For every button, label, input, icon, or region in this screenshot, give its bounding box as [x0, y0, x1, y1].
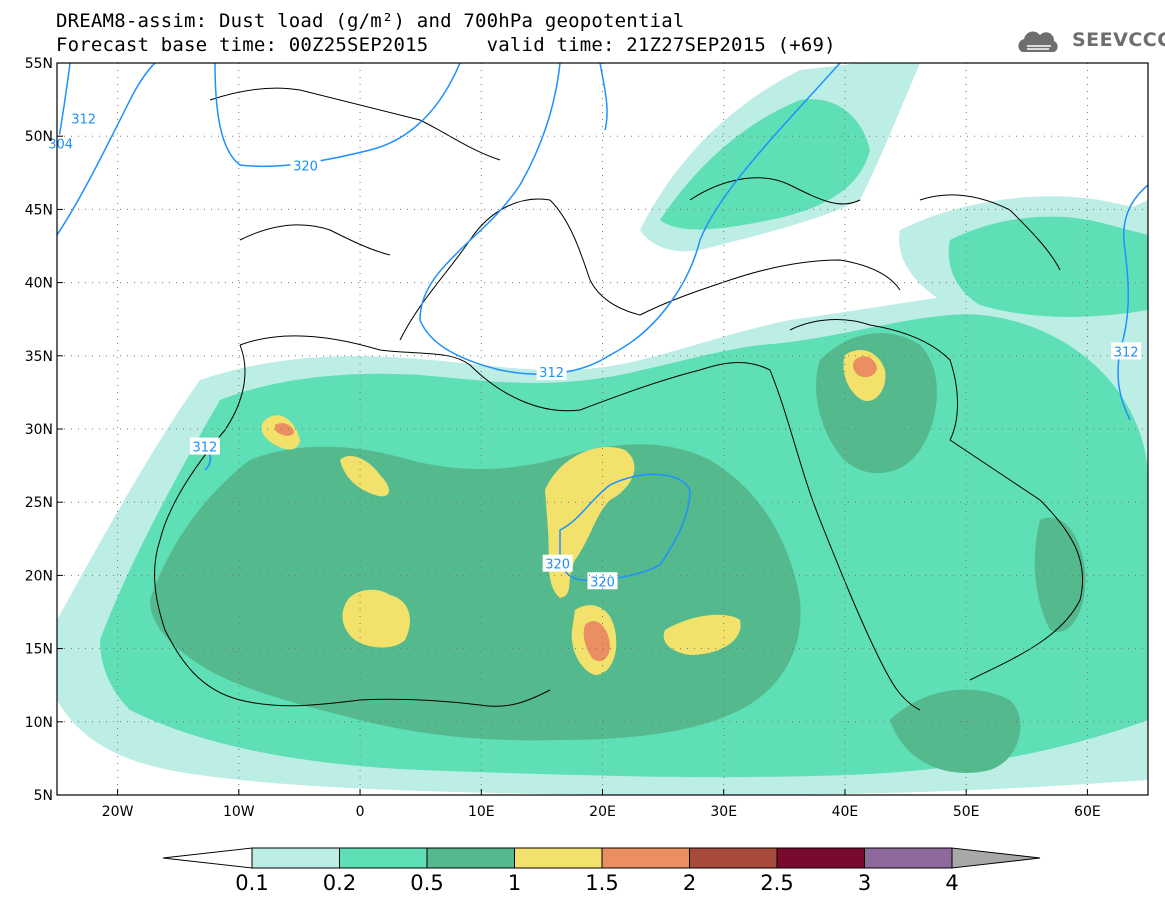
gridlines	[57, 62, 1148, 796]
colorbar-swatch	[339, 847, 428, 869]
contour-label: 312	[71, 113, 96, 128]
contour-label: 304	[48, 138, 73, 153]
lon-tick-label: 60E	[1074, 804, 1101, 820]
colorbar-over-arrow	[951, 847, 1041, 869]
lat-tick-label: 55N	[25, 56, 53, 72]
lon-tick-label: 50E	[953, 804, 980, 820]
colorbar-swatch	[251, 847, 340, 869]
contour-label-bg	[189, 437, 220, 455]
colorbar-swatch	[776, 847, 865, 869]
colorbar-label: 2	[682, 871, 697, 895]
contour-label: 320	[293, 159, 318, 174]
axis-ticks: 20W 10W 0 10E 20E 30E 40E 50E 60E 55N 50N 45N 40N 35N…	[25, 56, 1101, 820]
lon-tick-label: 30E	[710, 804, 737, 820]
contour-label-bg	[542, 554, 573, 572]
contour-label-bg	[587, 572, 618, 590]
colorbar-swatch	[689, 847, 778, 869]
contour-label-bg	[45, 134, 76, 152]
colorbar-label: 0.2	[322, 871, 357, 895]
colorbar-label: 4	[945, 871, 959, 895]
lon-tick-label: 10W	[223, 804, 255, 820]
contour-label-bg	[68, 109, 99, 127]
colorbar-swatch	[426, 847, 515, 869]
lon-tick-label: 0	[356, 804, 365, 820]
colorbar-under-arrow	[162, 847, 253, 869]
colorbar-swatch	[601, 847, 690, 869]
colorbar-swatch	[864, 847, 953, 869]
lat-tick-label: 20N	[25, 568, 53, 584]
logo-text: SEEVCCC	[1072, 29, 1165, 51]
lat-tick-label: 15N	[25, 642, 53, 658]
colorbar-swatch	[514, 847, 603, 869]
contour-label-bg	[536, 362, 567, 380]
lon-tick-label: 20W	[102, 804, 134, 820]
contour-label: 312	[192, 441, 217, 456]
colorbar-label: 3	[857, 871, 872, 895]
colorbar-label: 2.5	[760, 871, 794, 895]
colorbar-label: 0.5	[410, 871, 444, 895]
lat-tick-label: 30N	[25, 422, 53, 438]
lon-tick-label: 20E	[589, 804, 616, 820]
contour-label-bg	[290, 156, 321, 174]
map-subtitle: Forecast base time: 00Z25SEP2015 valid t…	[56, 34, 836, 56]
lat-tick-label: 35N	[25, 349, 53, 365]
contour-labels: 312 304 320 312 312 320 320 312	[45, 109, 1142, 590]
lat-tick-label: 50N	[25, 129, 53, 145]
lat-tick-label: 25N	[25, 495, 53, 511]
colorbar-label: 1	[507, 871, 522, 895]
colorbar-label: 0.1	[235, 871, 269, 895]
contour-label: 320	[545, 558, 570, 573]
lon-tick-label: 10E	[468, 804, 495, 820]
cloud-icon	[1018, 31, 1058, 52]
lat-tick-label: 5N	[34, 788, 53, 804]
contour-label: 312	[539, 366, 564, 381]
lon-tick-label: 40E	[832, 804, 859, 820]
contour-label-bg	[1111, 342, 1142, 360]
colorbar	[162, 847, 1041, 869]
map-title: DREAM8-assim: Dust load (g/m²) and 700hP…	[56, 10, 685, 32]
lat-tick-label: 10N	[25, 715, 53, 731]
contour-label: 320	[590, 575, 615, 590]
colorbar-label: 1.5	[585, 871, 619, 895]
lat-tick-label: 40N	[25, 276, 53, 292]
contour-label: 312	[1114, 345, 1139, 360]
dust-map: 312 304 320 312 312 320 320 312 20W 10W 0 10E 20E 30…	[25, 56, 1149, 820]
lat-tick-label: 45N	[25, 202, 53, 218]
